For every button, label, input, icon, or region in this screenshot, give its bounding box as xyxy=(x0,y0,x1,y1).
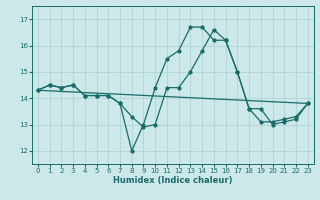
X-axis label: Humidex (Indice chaleur): Humidex (Indice chaleur) xyxy=(113,176,233,185)
